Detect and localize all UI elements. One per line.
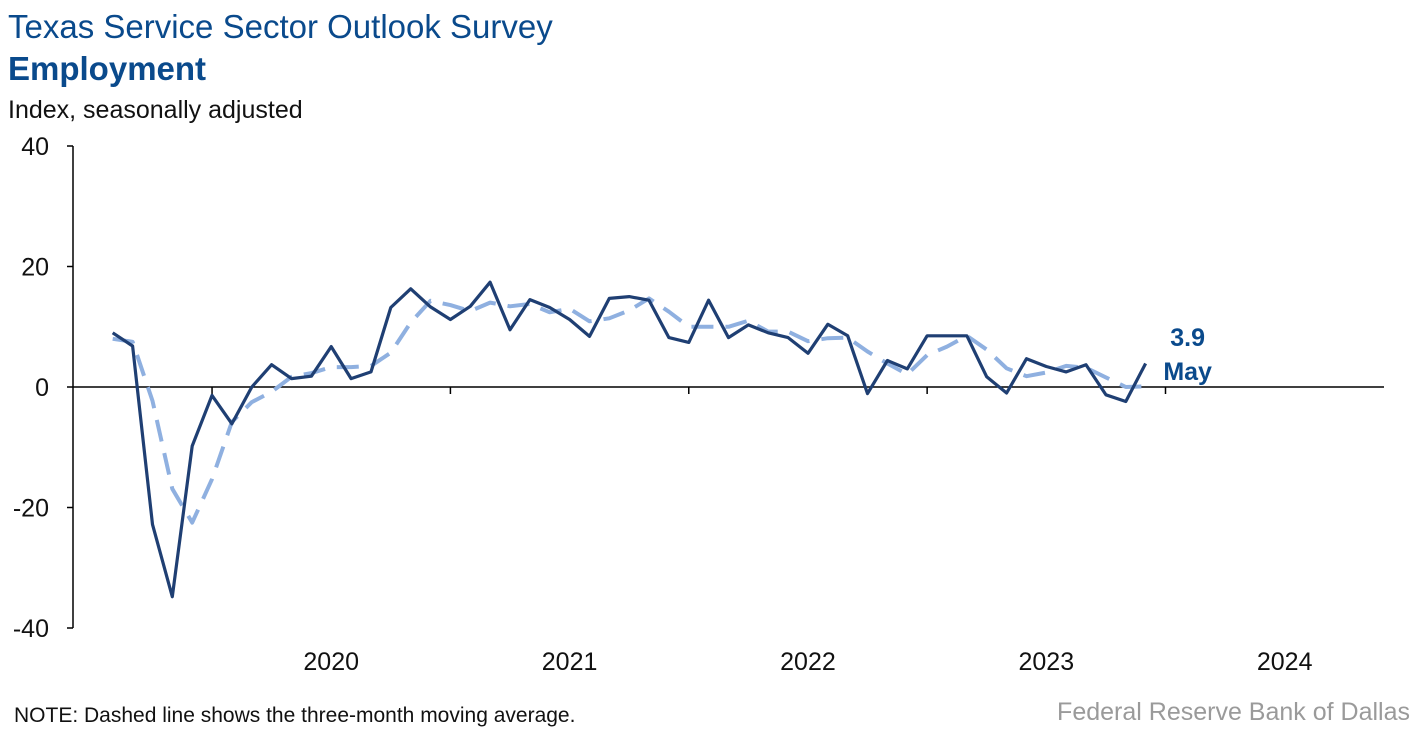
y-tick-label: 0 [35, 374, 49, 402]
source-credit: Federal Reserve Bank of Dallas [1057, 698, 1410, 726]
y-tick-label: 20 [21, 254, 49, 282]
moving-average-line [112, 296, 1146, 525]
latest-month-label: May [1163, 358, 1212, 386]
y-tick-label: 40 [21, 133, 49, 161]
chart-title: Texas Service Sector Outlook Survey [8, 8, 553, 45]
footnote: NOTE: Dashed line shows the three-month … [14, 704, 576, 727]
y-tick-label: -20 [13, 495, 49, 523]
latest-value-label: 3.9 [1170, 324, 1205, 352]
x-tick-label: 2021 [542, 648, 598, 676]
x-tick-label: 2020 [303, 648, 359, 676]
x-tick-label: 2023 [1019, 648, 1075, 676]
y-tick-label: -40 [13, 615, 49, 643]
x-tick-label: 2022 [780, 648, 836, 676]
y-axis-label: Index, seasonally adjusted [8, 96, 303, 124]
chart-subtitle: Employment [8, 50, 207, 87]
employment-index-line [111, 280, 1148, 599]
x-tick-label: 2024 [1257, 648, 1313, 676]
